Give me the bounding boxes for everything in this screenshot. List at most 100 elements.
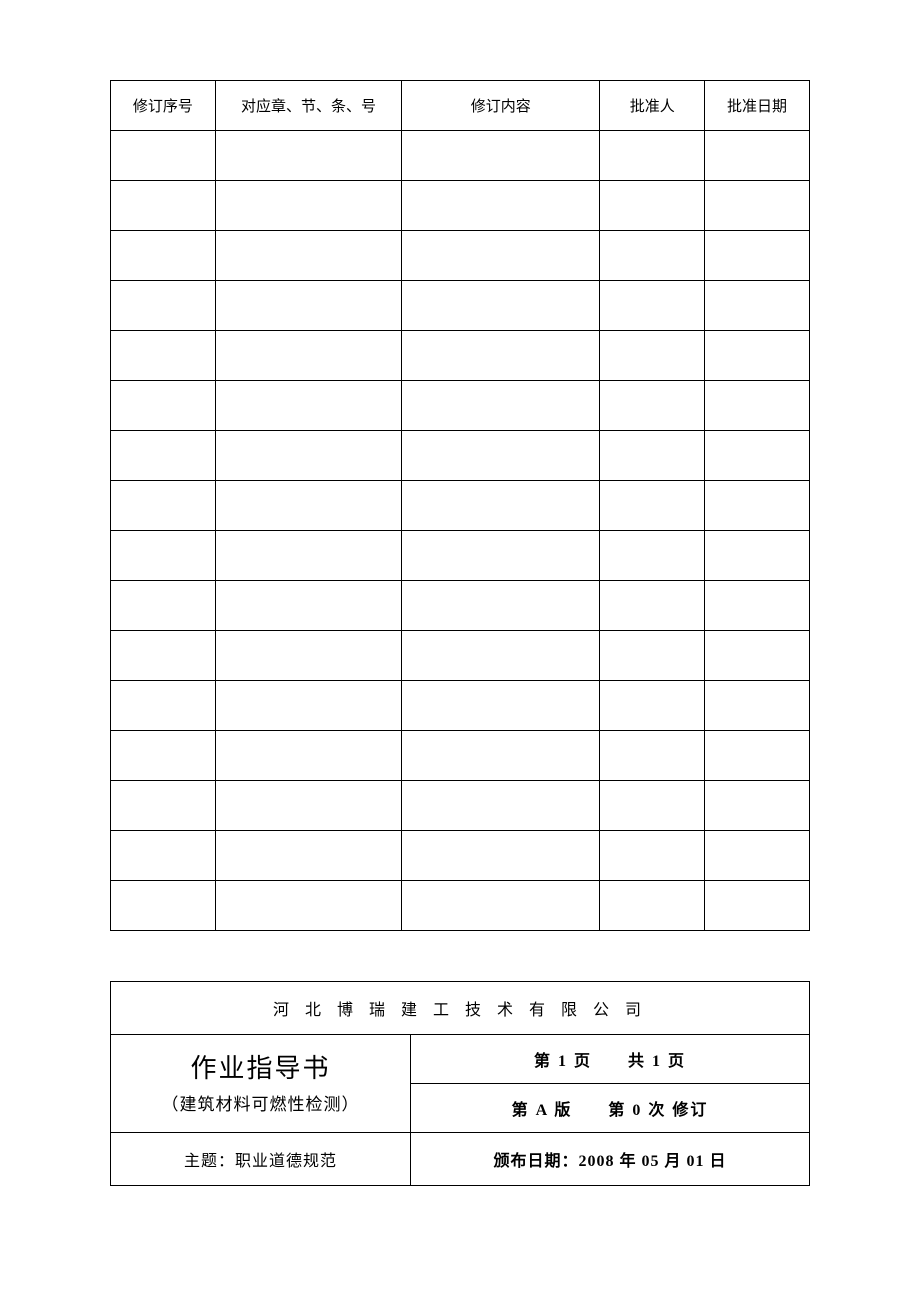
revision-table-cell xyxy=(215,881,401,931)
revision-table-cell xyxy=(402,181,600,231)
revision-table-cell xyxy=(215,781,401,831)
revision-table-cell xyxy=(111,831,216,881)
revision-table-cell xyxy=(111,331,216,381)
revision-table-cell xyxy=(705,681,810,731)
revision-table-cell xyxy=(215,281,401,331)
col-header-approver: 批准人 xyxy=(600,81,705,131)
revision-table-cell xyxy=(600,531,705,581)
revision-table-cell xyxy=(705,731,810,781)
revision-table-row xyxy=(111,231,810,281)
revision-table-cell xyxy=(111,731,216,781)
revision-table-cell xyxy=(600,431,705,481)
revision-table-cell xyxy=(705,381,810,431)
revision-table-row xyxy=(111,331,810,381)
revision-table-cell xyxy=(402,781,600,831)
revision-table-cell xyxy=(705,481,810,531)
revision-table-row xyxy=(111,631,810,681)
page-info: 第 1 页 共 1 页 xyxy=(411,1035,810,1084)
revision-table-cell xyxy=(111,781,216,831)
date-label: 颁布日期： xyxy=(493,1153,578,1170)
revision-table-row xyxy=(111,731,810,781)
revision-table-cell xyxy=(600,381,705,431)
revision-table-cell xyxy=(215,831,401,881)
version-info: 第 A 版 第 0 次 修订 xyxy=(411,1084,810,1133)
revision-table-cell xyxy=(402,431,600,481)
revision-table-cell xyxy=(215,181,401,231)
revision-table-cell xyxy=(215,131,401,181)
revision-table-cell xyxy=(111,631,216,681)
revision-table-cell xyxy=(705,431,810,481)
revision-table-cell xyxy=(705,531,810,581)
col-header-seq: 修订序号 xyxy=(111,81,216,131)
revision-table-cell xyxy=(705,331,810,381)
revision-table-cell xyxy=(215,731,401,781)
revision-table-cell xyxy=(111,581,216,631)
revision-table-row xyxy=(111,681,810,731)
revision-table-cell xyxy=(402,381,600,431)
revision-table-cell xyxy=(402,131,600,181)
revision-table-cell xyxy=(600,781,705,831)
subject-cell: 主题：职业道德规范 xyxy=(111,1133,411,1186)
revision-table-row xyxy=(111,781,810,831)
revision-table-cell xyxy=(215,331,401,381)
revision-table-cell xyxy=(215,431,401,481)
revision-table-cell xyxy=(600,331,705,381)
revision-table-cell xyxy=(402,631,600,681)
revision-table-cell xyxy=(402,581,600,631)
revision-table-cell xyxy=(600,581,705,631)
revision-table-cell xyxy=(600,631,705,681)
revision-table-cell xyxy=(215,631,401,681)
revision-table-cell xyxy=(402,731,600,781)
revision-table-row xyxy=(111,531,810,581)
revision-table-cell xyxy=(215,681,401,731)
revision-table-row xyxy=(111,831,810,881)
revision-table-cell xyxy=(705,181,810,231)
revision-table-cell xyxy=(600,231,705,281)
footer-row-subject-date: 主题：职业道德规范 颁布日期：2008 年 05 月 01 日 xyxy=(111,1133,810,1186)
revision-table-cell xyxy=(111,231,216,281)
revision-table-cell xyxy=(111,131,216,181)
revision-table-body xyxy=(111,131,810,931)
revision-table-cell xyxy=(402,331,600,381)
revision-table-cell xyxy=(111,481,216,531)
revision-table-cell xyxy=(111,281,216,331)
revision-table-cell xyxy=(600,881,705,931)
revision-table-cell xyxy=(402,531,600,581)
revision-table-cell xyxy=(402,231,600,281)
revision-table-row xyxy=(111,381,810,431)
revision-table-cell xyxy=(402,481,600,531)
revision-table-cell xyxy=(600,281,705,331)
col-header-section: 对应章、节、条、号 xyxy=(215,81,401,131)
revision-table-cell xyxy=(705,231,810,281)
footer-row-company: 河 北 博 瑞 建 工 技 术 有 限 公 司 xyxy=(111,982,810,1035)
revision-table-cell xyxy=(705,631,810,681)
revision-table-cell xyxy=(215,531,401,581)
company-name: 河 北 博 瑞 建 工 技 术 有 限 公 司 xyxy=(111,982,810,1035)
revision-table-cell xyxy=(111,181,216,231)
revision-table-cell xyxy=(705,881,810,931)
revision-table: 修订序号 对应章、节、条、号 修订内容 批准人 批准日期 xyxy=(110,80,810,931)
footer-info-table: 河 北 博 瑞 建 工 技 术 有 限 公 司 作业指导书 （建筑材料可燃性检测… xyxy=(110,981,810,1186)
revision-table-cell xyxy=(705,831,810,881)
revision-table-cell xyxy=(111,381,216,431)
revision-table-cell xyxy=(215,481,401,531)
revision-table-cell xyxy=(402,681,600,731)
revision-table-cell xyxy=(705,581,810,631)
doc-title-sub: （建筑材料可燃性检测） xyxy=(111,1092,410,1118)
revision-table-cell xyxy=(402,281,600,331)
revision-table-cell xyxy=(111,881,216,931)
revision-table-cell xyxy=(600,131,705,181)
revision-table-cell xyxy=(600,681,705,731)
revision-table-cell xyxy=(600,831,705,881)
col-header-content: 修订内容 xyxy=(402,81,600,131)
date-value: 2008 年 05 月 01 日 xyxy=(579,1153,727,1170)
footer-row-page: 作业指导书 （建筑材料可燃性检测） 第 1 页 共 1 页 xyxy=(111,1035,810,1084)
revision-table-row xyxy=(111,481,810,531)
revision-table-row xyxy=(111,281,810,331)
revision-table-cell xyxy=(600,181,705,231)
subject-value: 职业道德规范 xyxy=(235,1153,337,1170)
revision-table-cell xyxy=(215,231,401,281)
revision-table-cell xyxy=(600,731,705,781)
col-header-date: 批准日期 xyxy=(705,81,810,131)
revision-table-cell xyxy=(215,581,401,631)
